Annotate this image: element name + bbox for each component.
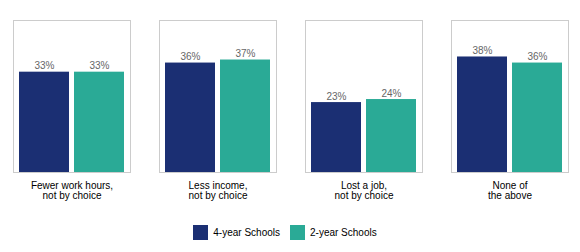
svg-text:38%: 38%: [472, 45, 492, 56]
svg-text:Fewer work hours,not by choice: Fewer work hours,not by choice: [31, 180, 113, 201]
svg-text:33%: 33%: [89, 60, 109, 71]
html-text:2-year Schools: 2-year Schools: [310, 227, 377, 238]
svg-text:37%: 37%: [235, 48, 255, 59]
svg-text:Lost a job,not by choice: Lost a job,not by choice: [335, 180, 394, 201]
svg-text:23%: 23%: [326, 91, 346, 102]
svg-text:None ofthe above: None ofthe above: [488, 180, 532, 201]
svg-text:36%: 36%: [180, 51, 200, 62]
html-text:4-year Schools: 4-year Schools: [213, 227, 280, 238]
svg-text:Less income,not by choice: Less income,not by choice: [189, 180, 248, 201]
svg-text:36%: 36%: [527, 51, 547, 62]
svg-text:24%: 24%: [381, 88, 401, 99]
svg-text:33%: 33%: [34, 60, 54, 71]
